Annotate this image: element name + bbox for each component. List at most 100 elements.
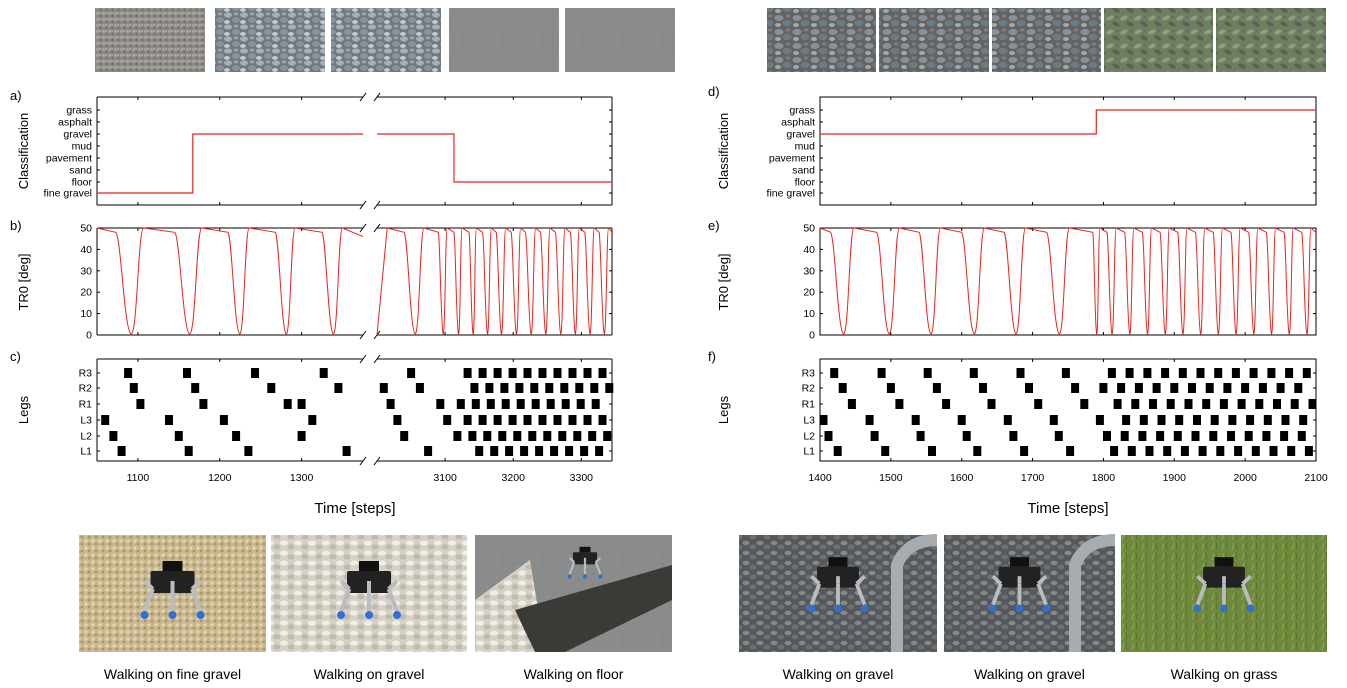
y-axis-label: Classification	[716, 113, 731, 190]
classification-tick-label: pavement	[769, 153, 815, 165]
robot-leg	[1241, 574, 1252, 586]
leg-contact-R3	[830, 368, 839, 378]
leg-contact-L3	[538, 415, 547, 425]
leg-contact-R2	[515, 383, 524, 393]
leg-contact-L1	[342, 446, 351, 456]
leg-contact-R1	[136, 399, 145, 409]
leg-contact-L1	[833, 446, 842, 456]
leg-contact-R3	[1107, 368, 1116, 378]
leg-contact-L3	[819, 415, 828, 425]
leg-contact-R1	[1113, 399, 1122, 409]
leg-contact-R2	[560, 383, 569, 393]
tr0-tick-label: 50	[803, 223, 815, 235]
leg-contact-R3	[1231, 368, 1240, 378]
leg-contact-L3	[568, 415, 577, 425]
x-tick-label: 1400	[808, 472, 832, 484]
leg-contact-L3	[463, 415, 472, 425]
robot-illustration	[140, 561, 205, 619]
leg-contact-L3	[1175, 415, 1184, 425]
leg-contact-L2	[1209, 431, 1218, 441]
leg-contact-R1	[1290, 399, 1299, 409]
leg-contact-R1	[531, 399, 540, 409]
leg-contact-R2	[485, 383, 494, 393]
leg-contact-R2	[1258, 383, 1267, 393]
leg-contact-R3	[183, 368, 191, 378]
axis-break-mark	[373, 92, 381, 102]
x-tick-label: 1200	[208, 472, 232, 484]
robot-leg	[143, 579, 155, 591]
leg-tick-label: R3	[802, 368, 816, 380]
leg-contact-L3	[1095, 415, 1104, 425]
leg-contact-L2	[870, 431, 879, 441]
axis-break-mark	[373, 223, 381, 233]
leg-contact-L3	[1003, 415, 1012, 425]
leg-contact-R3	[1016, 368, 1025, 378]
tr0-tick-label: 10	[803, 308, 815, 320]
tr0-tick-label: 40	[803, 244, 815, 256]
leg-contact-R1	[1034, 399, 1043, 409]
leg-contact-L1	[520, 446, 529, 456]
photo-caption: Walking on gravel	[783, 666, 894, 682]
leg-contact-L1	[1251, 446, 1260, 456]
classification-tick-label: sand	[792, 165, 815, 177]
robot-foot	[1015, 604, 1024, 613]
leg-contact-L3	[1193, 415, 1201, 425]
leg-contact-L3	[1228, 415, 1237, 425]
leg-contact-L3	[1281, 415, 1290, 425]
terrain-thumb-gravel	[331, 8, 441, 72]
leg-contact-R2	[1117, 383, 1126, 393]
leg-contact-L1	[881, 446, 890, 456]
x-tick-label: 3100	[433, 472, 457, 484]
robot-leg	[568, 557, 575, 563]
leg-contact-L2	[528, 431, 537, 441]
classification-tick-label: floor	[72, 177, 93, 189]
leg-contact-L3	[1263, 415, 1272, 425]
leg-contact-R2	[530, 383, 539, 393]
leg-contact-L2	[573, 431, 582, 441]
x-axis-label: Time [steps]	[314, 500, 395, 517]
x-tick-label: 3200	[502, 472, 526, 484]
leg-contact-R3	[1161, 368, 1170, 378]
panel-letter: b)	[10, 218, 22, 233]
leg-contact-L3	[598, 415, 607, 425]
leg-contact-R3	[1061, 368, 1070, 378]
robot-sensor	[162, 561, 183, 571]
leg-contact-R3	[1267, 368, 1276, 378]
leg-contact-R2	[545, 383, 554, 393]
robot-leg	[190, 579, 202, 591]
leg-contact-R1	[386, 399, 395, 409]
x-tick-label: 2100	[1304, 472, 1328, 484]
leg-contact-L1	[490, 446, 499, 456]
leg-contact-R1	[297, 399, 306, 409]
robot-foot	[140, 611, 149, 619]
robot-illustration	[567, 546, 603, 579]
robot-foot	[196, 611, 205, 619]
axis-break-mark	[359, 200, 367, 210]
leg-contact-R3	[124, 368, 133, 378]
leg-contact-R2	[1025, 383, 1033, 393]
classification-line	[820, 109, 1316, 135]
leg-contact-R3	[251, 368, 259, 378]
leg-contact-L1	[1216, 446, 1225, 456]
leg-contact-R1	[576, 399, 585, 409]
leg-contact-L3	[911, 415, 920, 425]
photo-caption: Walking on fine gravel	[104, 666, 241, 682]
leg-contact-L2	[109, 431, 118, 441]
leg-contact-L3	[1049, 415, 1058, 425]
leg-contact-L1	[535, 446, 544, 456]
leg-contact-L2	[962, 431, 971, 441]
axis-break-mark	[359, 330, 367, 340]
leg-tick-label: L2	[803, 431, 815, 443]
leg-contact-R3	[553, 368, 562, 378]
x-tick-label: 2000	[1233, 472, 1257, 484]
leg-contact-R3	[538, 368, 547, 378]
leg-contact-R2	[575, 383, 584, 393]
panel-letter: a)	[10, 88, 22, 103]
photo-caption: Walking on gravel	[974, 666, 1085, 682]
classification-tick-label: floor	[795, 177, 816, 189]
robot-leg	[854, 583, 867, 606]
robot-illustration	[989, 557, 1050, 613]
leg-contact-L3	[1122, 415, 1131, 425]
robot-sensor	[1010, 557, 1029, 567]
leg-tick-label: R1	[79, 399, 93, 411]
